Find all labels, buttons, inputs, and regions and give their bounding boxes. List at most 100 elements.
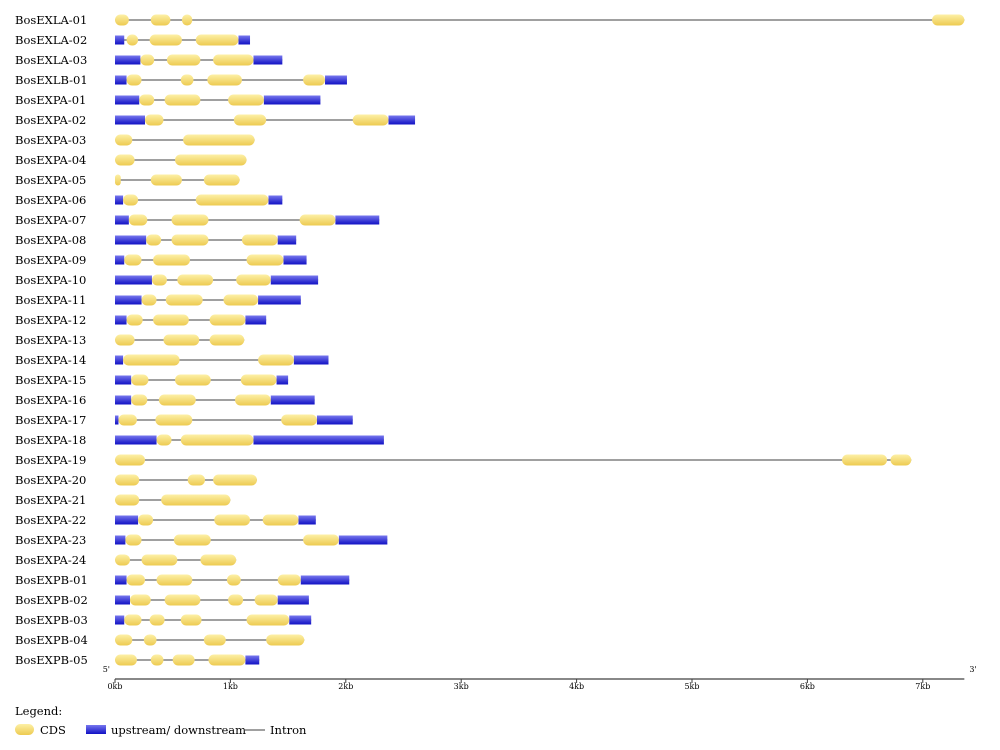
utr-segment: [338, 535, 388, 545]
utr-segment: [316, 415, 353, 425]
cds-segment: [932, 14, 965, 26]
gene-row: BosEXPA-19: [15, 453, 912, 467]
gene-row: BosEXLA-01: [15, 13, 965, 27]
cds-segment: [236, 274, 271, 286]
cds-segment: [173, 534, 211, 546]
utr-segment: [115, 435, 157, 445]
gene-label: BosEXPA-17: [15, 413, 86, 427]
cds-segment: [118, 414, 137, 426]
cds-segment: [164, 594, 201, 606]
cds-segment: [246, 614, 290, 626]
cds-segment: [149, 614, 165, 626]
cds-segment: [145, 114, 164, 126]
utr-segment: [253, 55, 283, 65]
cds-segment: [161, 494, 231, 506]
utr-segment: [276, 375, 289, 385]
gene-row: BosEXPA-17: [15, 413, 353, 427]
cds-segment: [213, 54, 254, 66]
gene-label: BosEXLA-02: [15, 33, 87, 47]
cds-segment: [115, 474, 140, 486]
cds-segment: [195, 34, 239, 46]
utr-segment: [115, 595, 131, 605]
gene-row: BosEXPA-05: [15, 173, 240, 187]
cds-segment: [139, 94, 155, 106]
cds-segment: [266, 634, 305, 646]
cds-segment: [171, 214, 209, 226]
cds-segment: [115, 154, 135, 166]
gene-row: BosEXPA-15: [15, 373, 289, 387]
gene-row: BosEXPA-04: [15, 153, 247, 167]
utr-segment: [115, 415, 119, 425]
utr-segment: [245, 315, 267, 325]
utr-segment: [245, 655, 260, 665]
cds-segment: [228, 94, 264, 106]
gene-label: BosEXPB-05: [15, 653, 88, 667]
gene-label: BosEXPA-19: [15, 453, 86, 467]
legend-utr-label: upstream/ downstream: [111, 723, 246, 737]
cds-segment: [126, 574, 146, 586]
cds-segment: [254, 594, 278, 606]
utr-segment: [115, 395, 132, 405]
gene-label: BosEXPA-16: [15, 393, 86, 407]
gene-row: BosEXPB-04: [15, 633, 305, 647]
utr-segment: [277, 595, 309, 605]
gene-label: BosEXPB-02: [15, 593, 88, 607]
utr-segment: [115, 535, 126, 545]
gene-label: BosEXPA-11: [15, 293, 86, 307]
cds-segment: [209, 314, 246, 326]
utr-segment: [388, 115, 416, 125]
cds-segment: [299, 214, 336, 226]
utr-segment: [289, 615, 312, 625]
gene-row: BosEXPA-14: [15, 353, 329, 367]
gene-row: BosEXPA-07: [15, 213, 380, 227]
gene-row: BosEXPB-05: [15, 653, 260, 667]
gene-label: BosEXPB-04: [15, 633, 88, 647]
utr-segment: [115, 115, 146, 125]
utr-segment: [293, 355, 329, 365]
utr-segment: [115, 275, 152, 285]
cds-segment: [175, 374, 211, 386]
gene-label: BosEXPA-07: [15, 213, 86, 227]
cds-segment: [164, 94, 201, 106]
utr-segment: [270, 395, 315, 405]
gene-label: BosEXPA-20: [15, 473, 86, 487]
cds-segment: [281, 414, 317, 426]
cds-segment: [115, 174, 121, 186]
gene-row: BosEXLA-03: [15, 53, 283, 67]
gene-label: BosEXPA-01: [15, 93, 86, 107]
gene-label: BosEXLA-01: [15, 13, 87, 27]
utr-segment: [115, 295, 142, 305]
cds-segment: [213, 474, 257, 486]
gene-row: BosEXPB-02: [15, 593, 309, 607]
gene-label: BosEXPA-10: [15, 273, 86, 287]
cds-segment: [115, 654, 137, 666]
cds-segment: [123, 354, 180, 366]
gene-row: BosEXPB-03: [15, 613, 312, 627]
utr-segment: [115, 255, 125, 265]
cds-segment: [124, 254, 142, 266]
utr-segment: [270, 275, 319, 285]
gene-row: BosEXPA-10: [15, 273, 319, 287]
cds-segment: [150, 14, 171, 26]
gene-row: BosEXPA-21: [15, 493, 231, 507]
cds-segment: [187, 474, 206, 486]
axis-ticks: 0kb 1kb 2kb 3kb 4kb 5kb 6kb 7kb: [107, 679, 930, 691]
gene-label: BosEXPA-18: [15, 433, 86, 447]
cds-segment: [223, 294, 259, 306]
gene-label: BosEXPA-12: [15, 313, 86, 327]
cds-segment: [241, 234, 278, 246]
cds-segment: [228, 594, 244, 606]
utr-segment: [300, 575, 350, 585]
cds-segment: [126, 314, 143, 326]
gene-label: BosEXPA-08: [15, 233, 86, 247]
legend-cds-swatch: [15, 724, 34, 735]
cds-segment: [165, 294, 203, 306]
legend: Legend: CDS upstream/ downstream Intron: [15, 704, 307, 737]
gene-row: BosEXPA-18: [15, 433, 384, 447]
cds-segment: [175, 154, 247, 166]
cds-segment: [207, 74, 242, 86]
gene-label: BosEXPA-14: [15, 353, 86, 367]
utr-segment: [115, 315, 127, 325]
utr-segment: [268, 195, 283, 205]
axis-tick-label: 3kb: [454, 682, 469, 691]
